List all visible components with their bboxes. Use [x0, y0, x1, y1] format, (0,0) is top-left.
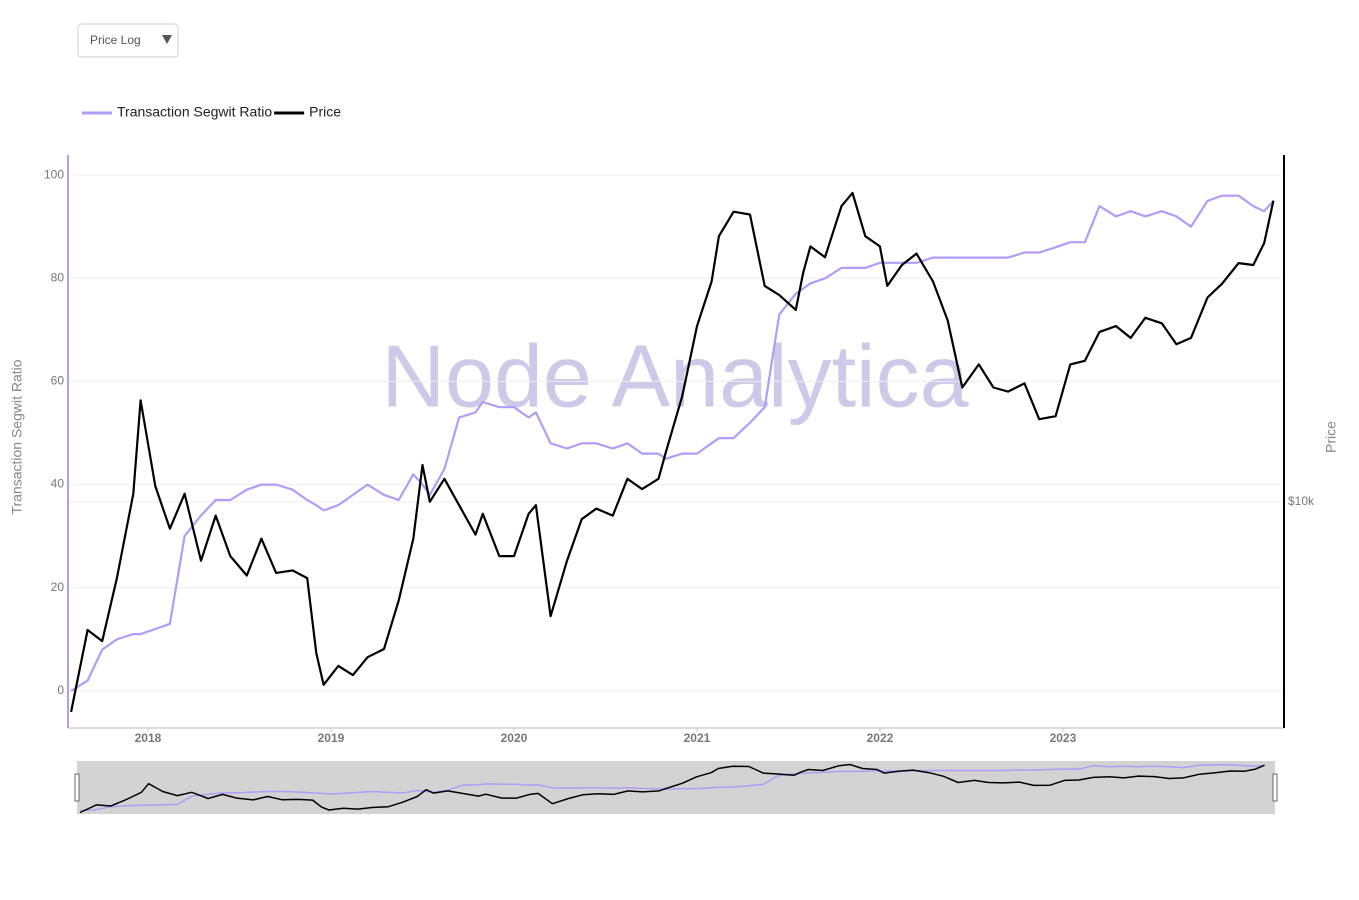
series-line	[70, 191, 1275, 713]
scale-dropdown[interactable]	[77, 23, 179, 58]
slider-handle[interactable]	[1272, 773, 1278, 802]
series-line	[70, 194, 1275, 692]
slider-handle[interactable]	[74, 773, 80, 802]
range-slider[interactable]	[77, 761, 1275, 814]
dropdown-arrow[interactable]	[162, 35, 172, 44]
legend-label[interactable]: Transaction Segwit Ratio	[117, 104, 272, 120]
x-tick-label: 2022	[867, 731, 894, 745]
watermark: Node Analytica	[381, 326, 968, 425]
y2-axis-title: Price	[1323, 421, 1339, 453]
legend-label[interactable]: Price	[309, 104, 341, 120]
y-tick-label: 0	[57, 683, 64, 697]
y-tick-label: 40	[51, 477, 65, 491]
y-tick-label: 20	[51, 580, 65, 594]
x-tick-label: 2021	[684, 731, 711, 745]
y-tick-label: 100	[44, 167, 64, 181]
x-tick-label: 2020	[501, 731, 528, 745]
y-tick-label: 60	[51, 374, 65, 388]
y2-tick-label: $10k	[1288, 494, 1315, 508]
x-tick-label: 2019	[318, 731, 345, 745]
y-tick-label: 80	[51, 270, 65, 284]
slider-line	[79, 763, 1265, 814]
y-axis-title: Transaction Segwit Ratio	[9, 359, 25, 514]
x-tick-label: 2018	[135, 731, 162, 745]
x-tick-label: 2023	[1050, 731, 1077, 745]
dropdown-label[interactable]: Price Log	[90, 33, 141, 47]
